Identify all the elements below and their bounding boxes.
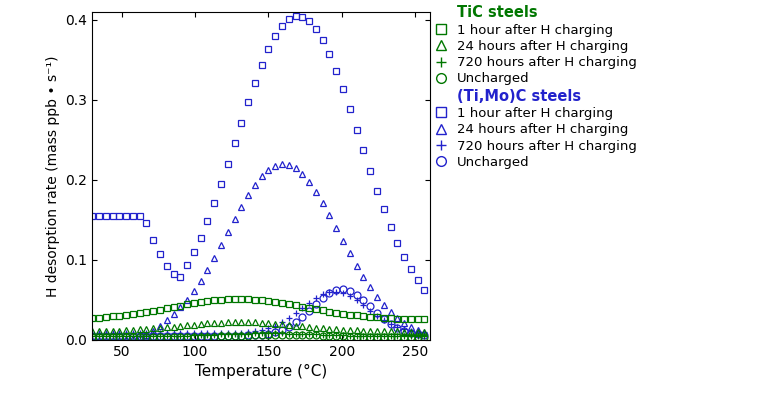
Legend: TiC steels, 1 hour after H charging, 24 hours after H charging, 720 hours after : TiC steels, 1 hour after H charging, 24 … xyxy=(433,5,637,169)
Y-axis label: H desorption rate (mass ppb • s⁻¹): H desorption rate (mass ppb • s⁻¹) xyxy=(46,55,60,297)
X-axis label: Temperature (°C): Temperature (°C) xyxy=(195,364,327,379)
